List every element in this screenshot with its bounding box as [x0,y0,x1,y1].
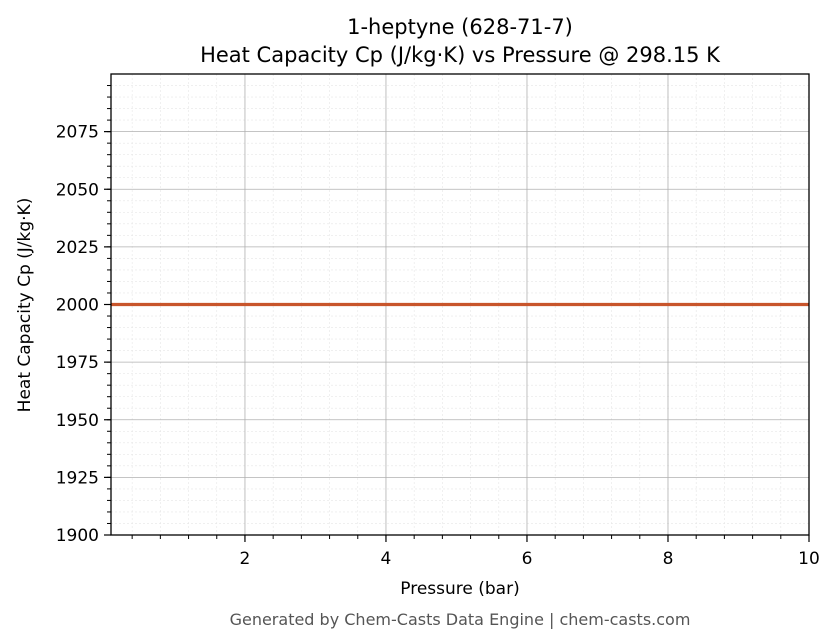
y-tick-label: 2075 [56,123,99,143]
minor-grid [111,74,809,535]
y-tick-label: 2050 [56,180,99,200]
x-tick-label: 8 [663,549,674,569]
y-tick-label: 2000 [56,296,99,316]
y-tick-label: 1975 [56,353,99,373]
y-tick-label: 1925 [56,468,99,488]
chart-title: 1-heptyne (628-71-7) [347,15,573,39]
x-axis-label: Pressure (bar) [400,579,519,599]
x-tick-label: 2 [240,549,251,569]
y-axis-ticks: 1900 1925 1950 1975 2000 2025 2050 2075 [56,85,111,546]
y-tick-label: 2025 [56,238,99,258]
x-tick-label: 4 [381,549,392,569]
chart-subtitle: Heat Capacity Cp (J/kg·K) vs Pressure @ … [200,43,721,67]
y-axis-label: Heat Capacity Cp (J/kg·K) [15,198,35,413]
footer-credit: Generated by Chem-Casts Data Engine | ch… [230,610,691,629]
x-tick-label: 10 [798,549,820,569]
y-tick-label: 1950 [56,411,99,431]
x-axis-ticks: 2 4 6 8 10 [131,535,820,569]
x-tick-label: 6 [522,549,533,569]
y-tick-label: 1900 [56,526,99,546]
